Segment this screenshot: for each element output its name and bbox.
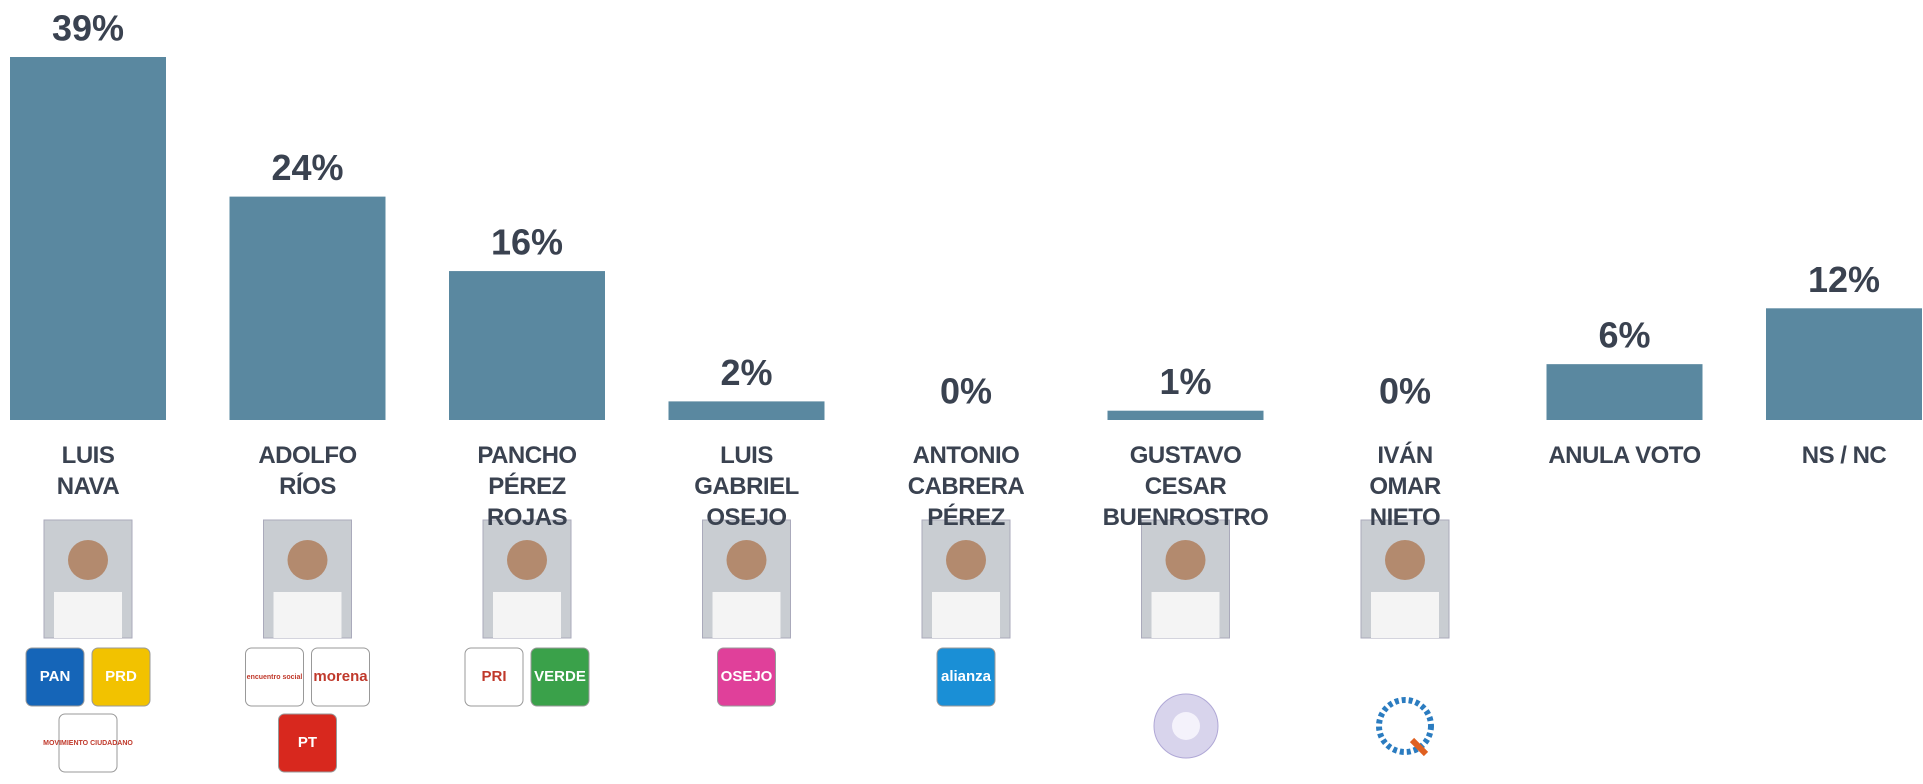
logo bbox=[58, 713, 118, 773]
logo-text: alianza bbox=[941, 668, 992, 685]
category-label: ANTONIO CABRERA PÉREZ bbox=[907, 442, 1025, 531]
candidate-photo bbox=[726, 540, 767, 580]
category-label: GUSTAVO CESAR BUENROSTRO bbox=[1102, 442, 1269, 531]
category-label: ANULA VOTO bbox=[1548, 442, 1701, 469]
logo-text: PRI bbox=[481, 668, 506, 685]
logo bbox=[464, 647, 524, 707]
logo-text: VERDE bbox=[534, 668, 586, 685]
logo-text: PT bbox=[298, 734, 317, 751]
logo bbox=[530, 647, 590, 707]
bar bbox=[1546, 364, 1703, 420]
logo-text: encuentro social bbox=[247, 674, 303, 681]
candidate-photo bbox=[273, 592, 342, 638]
logo bbox=[311, 647, 370, 707]
candidate-photo bbox=[493, 592, 561, 638]
logo-text: PAN bbox=[40, 668, 71, 685]
bar bbox=[1766, 308, 1922, 420]
logo bbox=[278, 713, 337, 773]
category-label: LUIS NAVA bbox=[56, 442, 120, 500]
value-label: 12% bbox=[1808, 259, 1880, 300]
value-label: 2% bbox=[720, 352, 772, 393]
bar bbox=[229, 196, 386, 420]
logo bbox=[1172, 712, 1200, 740]
bar bbox=[449, 271, 605, 420]
logo bbox=[25, 647, 85, 707]
candidate-photo bbox=[946, 540, 986, 580]
logo-text: PRD bbox=[105, 668, 137, 685]
bar bbox=[10, 57, 166, 420]
value-label: 1% bbox=[1159, 361, 1211, 402]
candidate-photo bbox=[54, 592, 122, 638]
candidate-photo bbox=[1165, 540, 1206, 580]
logo-text: MOVIMIENTO CIUDADANO bbox=[43, 740, 133, 747]
value-label: 6% bbox=[1598, 315, 1650, 356]
category-label: ADOLFO RÍOS bbox=[258, 442, 357, 500]
logo bbox=[1409, 737, 1429, 757]
candidate-photo bbox=[1385, 540, 1425, 580]
logo bbox=[936, 647, 996, 707]
logo bbox=[245, 647, 304, 707]
candidate-photo bbox=[507, 540, 547, 580]
category-label: IVÁN OMAR NIETO bbox=[1369, 442, 1441, 531]
candidate-photo bbox=[712, 592, 781, 638]
candidate-photo bbox=[68, 540, 108, 580]
category-label: LUIS GABRIEL OSEJO bbox=[694, 442, 799, 531]
category-label: PANCHO PÉREZ ROJAS bbox=[477, 442, 577, 531]
category-label: NS / NC bbox=[1801, 442, 1887, 469]
value-label: 0% bbox=[1379, 371, 1431, 412]
value-label: 16% bbox=[491, 222, 563, 263]
candidate-photo bbox=[932, 592, 1000, 638]
value-label: 24% bbox=[271, 147, 343, 188]
value-label: 39% bbox=[52, 8, 124, 49]
logo bbox=[91, 647, 151, 707]
logo bbox=[717, 647, 776, 707]
candidate-photo bbox=[1371, 592, 1439, 638]
value-label: 0% bbox=[940, 371, 992, 412]
bar bbox=[1107, 410, 1264, 420]
logo-text: OSEJO bbox=[721, 668, 773, 685]
logo-text: morena bbox=[313, 668, 368, 685]
candidate-photo bbox=[287, 540, 328, 580]
candidate-photo bbox=[1151, 592, 1220, 638]
logo bbox=[1376, 697, 1434, 755]
bar bbox=[668, 401, 825, 420]
